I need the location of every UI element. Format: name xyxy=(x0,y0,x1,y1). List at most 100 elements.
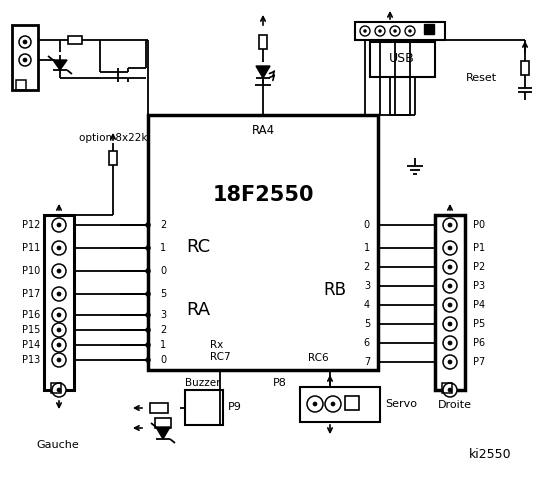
Circle shape xyxy=(443,241,457,255)
Text: P1: P1 xyxy=(473,243,485,253)
Polygon shape xyxy=(256,66,270,78)
Circle shape xyxy=(448,360,452,364)
Text: P3: P3 xyxy=(473,281,485,291)
Text: Droite: Droite xyxy=(438,400,472,410)
Text: RA: RA xyxy=(186,301,210,319)
Bar xyxy=(109,151,117,165)
Circle shape xyxy=(145,327,150,333)
Circle shape xyxy=(331,402,335,406)
Text: P9: P9 xyxy=(228,402,242,412)
Circle shape xyxy=(313,402,317,406)
Text: 5: 5 xyxy=(364,319,370,329)
Text: 3: 3 xyxy=(160,310,166,320)
Text: 3: 3 xyxy=(364,281,370,291)
Text: 1: 1 xyxy=(364,243,370,253)
Circle shape xyxy=(405,26,415,36)
Text: 2: 2 xyxy=(160,220,166,230)
Circle shape xyxy=(448,265,452,269)
Bar xyxy=(16,80,26,90)
Circle shape xyxy=(23,40,27,44)
Bar xyxy=(155,418,171,428)
Circle shape xyxy=(52,323,66,337)
Circle shape xyxy=(448,246,452,250)
Bar xyxy=(185,390,223,425)
Text: 0: 0 xyxy=(160,355,166,365)
Circle shape xyxy=(448,388,452,392)
Text: RA4: RA4 xyxy=(252,123,274,136)
Polygon shape xyxy=(53,60,67,70)
Text: P13: P13 xyxy=(22,355,40,365)
Text: P17: P17 xyxy=(22,289,40,299)
Circle shape xyxy=(443,355,457,369)
Bar xyxy=(12,25,38,90)
Circle shape xyxy=(448,322,452,326)
Text: 1: 1 xyxy=(160,340,166,350)
Text: 6: 6 xyxy=(364,338,370,348)
Text: P8: P8 xyxy=(273,378,287,388)
Circle shape xyxy=(23,58,27,62)
Circle shape xyxy=(145,312,150,317)
Text: RC: RC xyxy=(186,238,210,256)
Text: P14: P14 xyxy=(22,340,40,350)
Circle shape xyxy=(52,218,66,232)
Circle shape xyxy=(57,246,61,250)
Circle shape xyxy=(145,358,150,362)
Circle shape xyxy=(443,383,457,397)
Bar xyxy=(148,115,378,370)
Circle shape xyxy=(19,36,31,48)
Circle shape xyxy=(443,298,457,312)
Bar xyxy=(424,24,434,34)
Circle shape xyxy=(52,338,66,352)
Text: 7: 7 xyxy=(364,357,370,367)
Text: 2: 2 xyxy=(160,325,166,335)
Text: P15: P15 xyxy=(22,325,40,335)
Circle shape xyxy=(52,287,66,301)
Circle shape xyxy=(145,245,150,251)
Bar xyxy=(370,42,435,77)
Text: P5: P5 xyxy=(473,319,485,329)
Circle shape xyxy=(443,260,457,274)
Text: 2: 2 xyxy=(364,262,370,272)
Text: 0: 0 xyxy=(364,220,370,230)
Text: 4: 4 xyxy=(364,300,370,310)
Text: P6: P6 xyxy=(473,338,485,348)
Text: P0: P0 xyxy=(473,220,485,230)
Bar xyxy=(150,403,168,413)
Circle shape xyxy=(145,291,150,297)
Circle shape xyxy=(52,264,66,278)
Bar xyxy=(442,383,452,393)
Circle shape xyxy=(57,223,61,227)
Text: 1: 1 xyxy=(160,243,166,253)
Circle shape xyxy=(448,341,452,345)
Circle shape xyxy=(443,336,457,350)
Circle shape xyxy=(57,388,61,392)
Text: option 8x22k: option 8x22k xyxy=(79,133,147,143)
Bar xyxy=(51,383,61,393)
Text: RB: RB xyxy=(324,281,347,299)
Text: ki2550: ki2550 xyxy=(469,448,512,461)
Bar xyxy=(259,35,267,49)
Circle shape xyxy=(443,317,457,331)
Circle shape xyxy=(443,218,457,232)
Circle shape xyxy=(325,396,341,412)
Circle shape xyxy=(409,29,411,33)
Text: P11: P11 xyxy=(22,243,40,253)
Circle shape xyxy=(52,308,66,322)
Circle shape xyxy=(390,26,400,36)
Circle shape xyxy=(57,313,61,317)
Polygon shape xyxy=(156,427,170,439)
Bar xyxy=(300,387,380,422)
Text: P16: P16 xyxy=(22,310,40,320)
Circle shape xyxy=(145,343,150,348)
Circle shape xyxy=(360,26,370,36)
Text: Gauche: Gauche xyxy=(36,440,80,450)
Circle shape xyxy=(145,268,150,274)
Text: Servo: Servo xyxy=(385,399,417,409)
Circle shape xyxy=(52,353,66,367)
Circle shape xyxy=(363,29,367,33)
Text: 5: 5 xyxy=(160,289,166,299)
Text: Buzzer: Buzzer xyxy=(185,378,221,388)
Circle shape xyxy=(394,29,397,33)
Bar xyxy=(355,22,445,40)
Circle shape xyxy=(307,396,323,412)
